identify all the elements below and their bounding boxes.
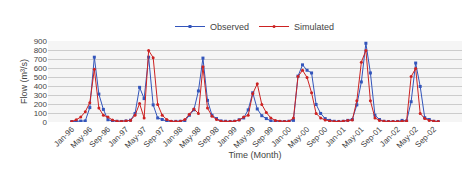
svg-text:May-98: May-98: [177, 124, 203, 150]
svg-text:200: 200: [34, 100, 48, 109]
svg-text:500: 500: [34, 73, 48, 82]
svg-text:Jan-01: Jan-01: [324, 124, 348, 148]
svg-text:Jan-98: Jan-98: [161, 124, 185, 148]
svg-text:700: 700: [34, 55, 48, 64]
svg-text:0: 0: [43, 118, 48, 127]
svg-text:Sep-96: Sep-96: [88, 124, 113, 149]
svg-text:Sep-00: Sep-00: [305, 124, 330, 149]
svg-text:Sep-97: Sep-97: [142, 124, 167, 149]
svg-text:Jan-02: Jan-02: [378, 124, 402, 148]
svg-text:Flow (m³/s): Flow (m³/s): [19, 59, 29, 104]
svg-text:600: 600: [34, 64, 48, 73]
svg-text:May-00: May-00: [286, 124, 312, 150]
svg-text:Observed: Observed: [210, 22, 249, 32]
svg-text:900: 900: [34, 37, 48, 46]
svg-text:Jan-99: Jan-99: [215, 124, 239, 148]
svg-text:100: 100: [34, 109, 48, 118]
svg-text:Sep-98: Sep-98: [196, 124, 221, 149]
svg-text:May-02: May-02: [395, 124, 421, 150]
svg-text:Time (Month): Time (Month): [228, 150, 281, 160]
svg-text:May-96: May-96: [69, 124, 95, 150]
svg-text:Jan-00: Jan-00: [270, 124, 294, 148]
svg-text:Simulated: Simulated: [294, 22, 334, 32]
svg-text:800: 800: [34, 46, 48, 55]
svg-text:Sep-02: Sep-02: [413, 124, 438, 149]
svg-text:Sep-01: Sep-01: [359, 124, 384, 149]
svg-text:Jan-96: Jan-96: [52, 124, 76, 148]
svg-text:Sep-99: Sep-99: [250, 124, 275, 149]
svg-text:May-01: May-01: [340, 124, 366, 150]
svg-text:May-97: May-97: [123, 124, 149, 150]
svg-text:400: 400: [34, 82, 48, 91]
svg-text:300: 300: [34, 91, 48, 100]
svg-text:May-99: May-99: [232, 124, 258, 150]
svg-text:Jan-97: Jan-97: [107, 124, 131, 148]
